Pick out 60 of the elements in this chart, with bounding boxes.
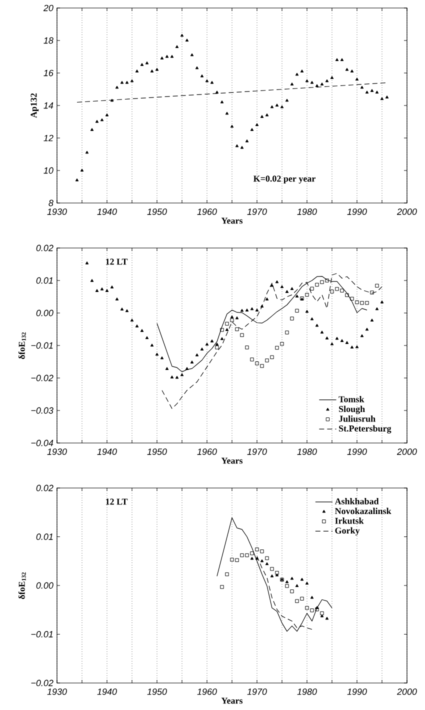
legend-label: Novokazalinsk	[334, 508, 392, 514]
y-tick-label: 0.00	[36, 310, 54, 316]
x-tick-label: 1990	[347, 688, 367, 695]
x-tick-label: 1980	[297, 688, 317, 695]
y-tick-label: −0.03	[31, 407, 54, 414]
y-axis-title: δfoE$_{132}$	[18, 572, 26, 599]
x-tick-label: 1970	[247, 688, 267, 695]
x-tick-label: 1930	[47, 688, 67, 695]
x-axis-title: Years	[221, 218, 243, 224]
legend-label: Slough	[339, 406, 365, 414]
y-tick-label: 8	[48, 200, 54, 206]
x-axis-title: Years	[221, 698, 243, 704]
legend-label: Irkutsk	[335, 518, 364, 524]
x-tick-label: 1950	[147, 688, 167, 695]
x-tick-label: 2000	[396, 688, 417, 695]
annotation: 12 LT	[106, 498, 128, 505]
legend-label: St.Petersburg	[339, 425, 392, 434]
y-tick-label: 12	[44, 134, 54, 142]
y-tick-label: 0.01	[36, 277, 53, 284]
x-tick-label: 1980	[297, 208, 317, 215]
annotation: 12 LT	[106, 258, 128, 265]
x-tick-label: 1970	[247, 448, 267, 455]
y-tick-label: 18	[44, 37, 54, 44]
y-tick-label: −0.04	[31, 440, 54, 446]
x-tick-label: 2000	[396, 208, 417, 215]
x-tick-label: 1930	[47, 208, 67, 215]
x-tick-label: 1940	[97, 688, 117, 695]
x-tick-label: 1970	[247, 208, 267, 215]
y-axis-title: Ap132	[30, 93, 39, 118]
y-tick-label: 0.02	[36, 484, 54, 492]
y-tick-label: 10	[44, 167, 54, 174]
legend-label: Gorky	[335, 527, 360, 536]
x-tick-label: 1960	[197, 448, 217, 455]
y-axis-title: δfoE$_{132}$	[18, 332, 26, 360]
y-tick-label: −0.01	[31, 342, 53, 349]
x-tick-label: 1960	[197, 208, 217, 215]
y-tick-label: −0.02	[31, 374, 54, 382]
legend-label: Juliusruh	[338, 415, 376, 422]
y-tick-label: 20	[43, 4, 54, 12]
x-tick-label: 1940	[97, 448, 117, 455]
annotation: K=0.02 per year	[253, 176, 316, 184]
x-tick-label: 1930	[47, 448, 67, 455]
y-tick-label: 0.01	[36, 534, 53, 540]
x-axis-title: Years	[221, 458, 243, 464]
x-tick-label: 2000	[396, 448, 417, 455]
y-tick-label: −0.01	[31, 631, 53, 638]
y-tick-label: −0.02	[31, 680, 54, 686]
x-tick-label: 1940	[97, 208, 117, 215]
y-tick-label: 0.02	[36, 244, 54, 252]
x-tick-label: 1990	[347, 448, 367, 455]
y-tick-label: 16	[44, 70, 54, 76]
legend-label: Ashkhabad	[334, 498, 379, 504]
legend-label: Tomsk	[338, 396, 364, 402]
x-tick-label: 1950	[147, 208, 167, 215]
x-tick-label: 1990	[347, 208, 367, 215]
y-tick-label: 14	[44, 102, 54, 109]
x-tick-label: 1950	[147, 448, 167, 455]
x-tick-label: 1980	[297, 448, 317, 455]
y-tick-label: 0.00	[36, 582, 54, 589]
x-tick-label: 1960	[197, 688, 217, 695]
